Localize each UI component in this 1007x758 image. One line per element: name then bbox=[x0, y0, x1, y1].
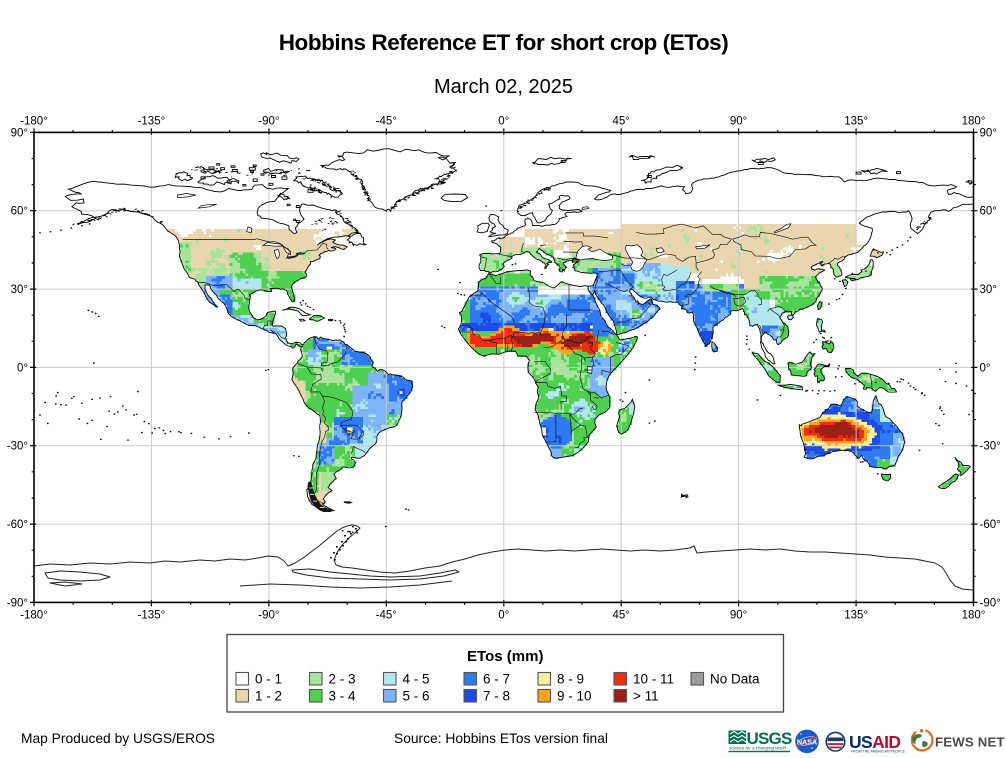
svg-text:Source: Hobbins ETos version f: Source: Hobbins ETos version final bbox=[394, 731, 608, 746]
svg-text:90°: 90° bbox=[730, 115, 747, 127]
svg-text:-135°: -135° bbox=[138, 609, 166, 621]
svg-text:-30°: -30° bbox=[7, 441, 28, 453]
svg-text:6 - 7: 6 - 7 bbox=[483, 672, 510, 687]
svg-text:-60°: -60° bbox=[980, 519, 1001, 531]
svg-text:USAID: USAID bbox=[849, 732, 900, 752]
svg-text:60°: 60° bbox=[11, 206, 28, 218]
svg-text:FROM THE AMERICAN PEOPLE: FROM THE AMERICAN PEOPLE bbox=[851, 750, 905, 754]
svg-text:180°: 180° bbox=[962, 609, 986, 621]
svg-text:3 - 4: 3 - 4 bbox=[329, 689, 357, 704]
svg-text:30°: 30° bbox=[11, 284, 28, 296]
svg-text:Map Produced by USGS/EROS: Map Produced by USGS/EROS bbox=[21, 731, 215, 746]
svg-text:90°: 90° bbox=[11, 127, 28, 139]
svg-text:135°: 135° bbox=[844, 115, 868, 127]
svg-text:-45°: -45° bbox=[376, 115, 397, 127]
svg-text:-90°: -90° bbox=[258, 609, 279, 621]
svg-text:-135°: -135° bbox=[138, 115, 166, 127]
svg-text:> 11: > 11 bbox=[633, 689, 659, 704]
svg-text:0°: 0° bbox=[498, 609, 509, 621]
svg-text:135°: 135° bbox=[844, 609, 868, 621]
svg-text:-45°: -45° bbox=[376, 609, 397, 621]
svg-text:0 - 1: 0 - 1 bbox=[255, 672, 282, 687]
svg-text:60°: 60° bbox=[980, 206, 997, 218]
svg-text:90°: 90° bbox=[730, 609, 747, 621]
svg-text:0°: 0° bbox=[980, 362, 991, 374]
svg-text:No Data: No Data bbox=[710, 672, 760, 687]
svg-text:ETos (mm): ETos (mm) bbox=[467, 648, 543, 665]
svg-text:-180°: -180° bbox=[20, 609, 48, 621]
svg-text:USGS: USGS bbox=[747, 729, 792, 748]
svg-text:90°: 90° bbox=[980, 127, 997, 139]
svg-text:-90°: -90° bbox=[7, 597, 28, 609]
svg-text:2 - 3: 2 - 3 bbox=[329, 672, 356, 687]
svg-text:-90°: -90° bbox=[980, 597, 1001, 609]
svg-text:1 - 2: 1 - 2 bbox=[255, 689, 282, 704]
svg-text:7 - 8: 7 - 8 bbox=[483, 689, 510, 704]
svg-text:-180°: -180° bbox=[20, 115, 48, 127]
svg-text:4 - 5: 4 - 5 bbox=[403, 672, 430, 687]
svg-text:30°: 30° bbox=[980, 284, 997, 296]
svg-text:NASA: NASA bbox=[797, 737, 817, 746]
svg-text:45°: 45° bbox=[613, 115, 630, 127]
svg-text:10 - 11: 10 - 11 bbox=[633, 672, 674, 687]
svg-text:8 - 9: 8 - 9 bbox=[557, 672, 584, 687]
svg-text:-30°: -30° bbox=[980, 441, 1001, 453]
svg-text:45°: 45° bbox=[613, 609, 630, 621]
svg-text:0°: 0° bbox=[17, 362, 28, 374]
svg-text:180°: 180° bbox=[962, 115, 986, 127]
svg-text:5 - 6: 5 - 6 bbox=[403, 689, 430, 704]
svg-text:-60°: -60° bbox=[7, 519, 28, 531]
svg-text:9 - 10: 9 - 10 bbox=[557, 689, 592, 704]
svg-text:0°: 0° bbox=[498, 115, 509, 127]
svg-text:FEWS NET: FEWS NET bbox=[935, 734, 1005, 749]
svg-text:science for a changing world: science for a changing world bbox=[729, 746, 787, 751]
svg-text:-90°: -90° bbox=[258, 115, 279, 127]
